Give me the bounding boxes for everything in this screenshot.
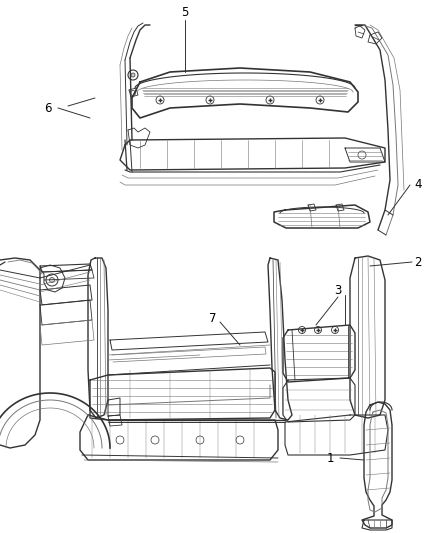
Text: 6: 6 — [44, 101, 52, 115]
Circle shape — [49, 278, 54, 282]
Circle shape — [131, 73, 135, 77]
Text: 4: 4 — [414, 179, 422, 191]
Text: 3: 3 — [334, 284, 342, 296]
Text: 7: 7 — [209, 311, 217, 325]
Text: 1: 1 — [326, 451, 334, 464]
Text: 2: 2 — [414, 255, 422, 269]
Text: 5: 5 — [181, 5, 189, 19]
